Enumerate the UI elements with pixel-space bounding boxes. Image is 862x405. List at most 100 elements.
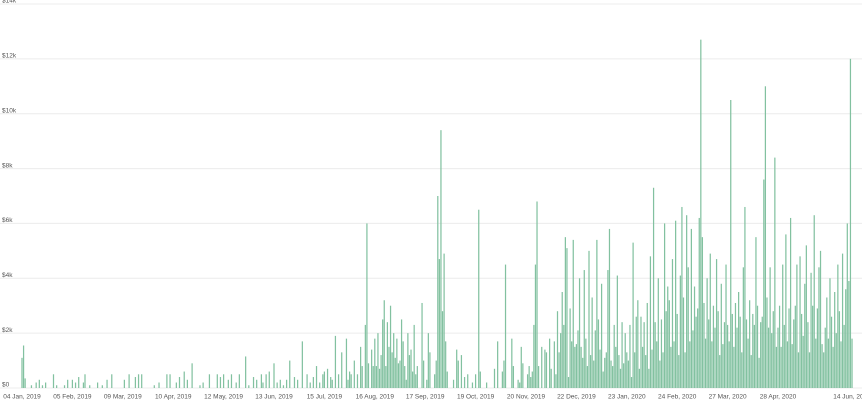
bar	[635, 316, 637, 388]
bar	[588, 250, 590, 388]
bar	[782, 264, 784, 388]
bar	[30, 385, 33, 388]
x-tick-label: 04 Jan, 2019	[3, 394, 41, 401]
bar	[175, 382, 177, 388]
bar	[708, 319, 710, 388]
bar	[841, 253, 844, 388]
bar	[569, 308, 571, 388]
bar	[262, 382, 264, 388]
bar	[681, 206, 683, 388]
bar	[520, 346, 522, 388]
bar	[84, 374, 86, 388]
bar	[553, 341, 555, 388]
bar	[838, 311, 841, 388]
bar	[478, 209, 480, 388]
bar	[582, 357, 584, 388]
bar	[604, 357, 606, 388]
bar	[829, 278, 831, 388]
bar	[791, 344, 793, 388]
bar	[460, 355, 463, 388]
bar	[434, 374, 436, 388]
bar	[169, 374, 171, 388]
bar	[821, 344, 823, 388]
bar	[686, 215, 688, 388]
bar	[186, 379, 188, 388]
bar	[571, 341, 573, 388]
bar	[402, 341, 404, 388]
bar	[755, 237, 757, 388]
bar	[348, 371, 351, 388]
bar	[497, 341, 499, 388]
bar	[371, 349, 373, 388]
bar	[372, 366, 374, 388]
bar	[260, 374, 263, 388]
bar	[563, 324, 565, 388]
bar	[437, 196, 439, 388]
bar	[624, 333, 626, 388]
bar	[741, 352, 743, 388]
bar	[742, 267, 744, 388]
bar	[756, 305, 759, 388]
bar	[676, 313, 678, 388]
bar	[385, 366, 387, 388]
bar	[183, 371, 185, 388]
bar	[673, 341, 675, 388]
bar	[467, 374, 469, 388]
bar	[739, 316, 741, 388]
bar	[279, 379, 281, 388]
bar	[111, 374, 113, 388]
bar	[610, 360, 612, 388]
bar	[248, 385, 250, 388]
bar	[530, 377, 532, 388]
bar	[662, 352, 664, 388]
bar	[670, 346, 672, 388]
bar	[599, 349, 601, 388]
x-tick-label: 28 Apr, 2020	[760, 394, 797, 401]
bar	[89, 385, 91, 388]
bar	[675, 220, 677, 388]
bar	[796, 264, 798, 388]
y-tick-label: $6k	[2, 217, 13, 224]
bar	[208, 374, 211, 388]
bar	[96, 382, 99, 388]
x-tick-label: 15 Jul, 2019	[307, 394, 343, 401]
bar	[128, 374, 130, 388]
bar	[410, 349, 412, 388]
bar	[771, 333, 773, 388]
bar	[567, 377, 570, 388]
bar	[805, 245, 807, 388]
bar	[578, 278, 581, 388]
bar	[306, 374, 308, 388]
bar	[843, 324, 845, 388]
bar	[347, 379, 349, 388]
bar	[297, 379, 299, 388]
bar	[819, 250, 822, 388]
bar	[545, 352, 548, 388]
bar	[35, 382, 37, 388]
bar	[245, 356, 247, 388]
bar	[804, 283, 806, 388]
bar	[456, 349, 458, 388]
bar	[602, 371, 604, 388]
bar	[725, 264, 727, 388]
bar	[153, 385, 155, 388]
bar	[394, 357, 396, 388]
bar	[564, 237, 566, 388]
bar	[378, 368, 381, 388]
bar	[783, 324, 785, 388]
bar	[786, 341, 789, 388]
bar	[74, 382, 77, 388]
bar	[752, 313, 754, 388]
bar	[222, 374, 225, 388]
bar	[21, 357, 23, 388]
bar	[744, 206, 746, 388]
bar	[717, 311, 719, 388]
bar	[597, 319, 600, 388]
bar	[199, 385, 201, 388]
bar	[276, 382, 278, 388]
bar	[560, 333, 562, 388]
bar	[695, 316, 697, 388]
bar	[526, 374, 529, 388]
y-tick-label: $2k	[2, 327, 13, 334]
